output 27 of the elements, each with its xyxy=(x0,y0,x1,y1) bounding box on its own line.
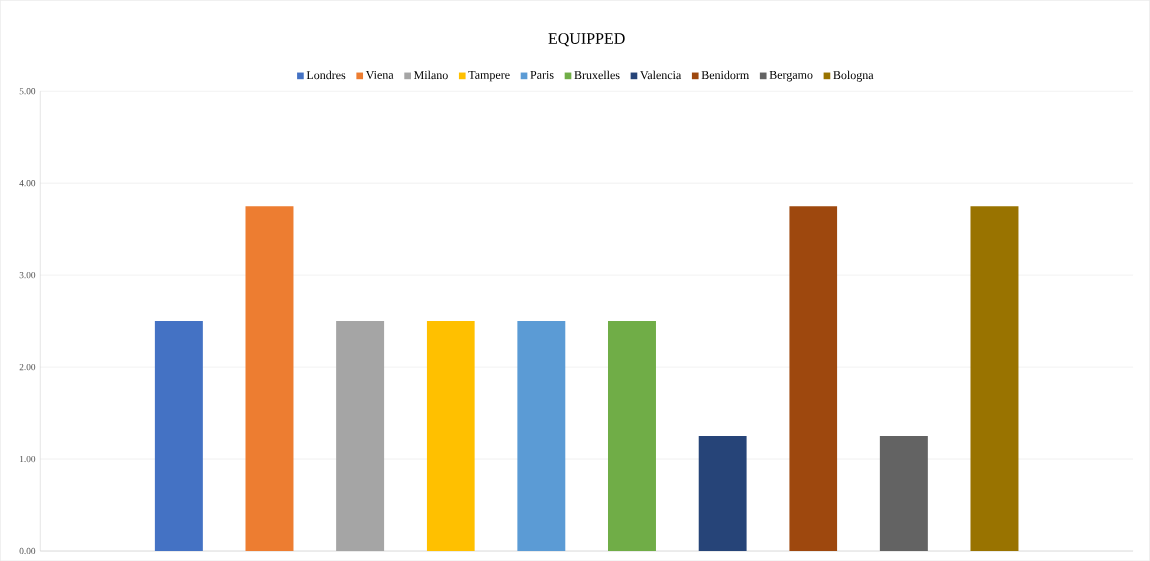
legend-label: Paris xyxy=(530,70,554,79)
bar xyxy=(698,435,747,551)
bar xyxy=(879,435,928,551)
legend-label: Tampere xyxy=(468,70,510,82)
bar xyxy=(517,320,566,551)
legend-label: Bologna xyxy=(833,70,874,82)
bar xyxy=(154,320,203,551)
bar xyxy=(336,320,385,551)
y-tick-label: 0.00 xyxy=(19,547,36,555)
bar xyxy=(789,206,838,551)
bar xyxy=(426,320,475,551)
legend-label: Bergamo xyxy=(769,70,813,82)
legend-label: Viena xyxy=(365,70,394,79)
y-tick-label: 5.00 xyxy=(19,87,36,95)
y-tick-label: 4.00 xyxy=(19,179,36,187)
y-tick-label: 3.00 xyxy=(19,271,36,279)
legend-label: Benidorm xyxy=(701,70,750,80)
legend-label: Londres xyxy=(306,70,346,80)
bar xyxy=(607,320,656,551)
bar xyxy=(970,206,1019,551)
legend-label: Valencia xyxy=(640,70,682,80)
bar xyxy=(245,206,294,551)
legend-label: Bruxelles xyxy=(574,70,620,80)
y-tick-label: 2.00 xyxy=(19,363,36,371)
legend-label: Milano xyxy=(413,70,448,80)
y-tick-label: 1.00 xyxy=(20,455,36,463)
chart-title: EQUIPPED xyxy=(548,33,625,47)
